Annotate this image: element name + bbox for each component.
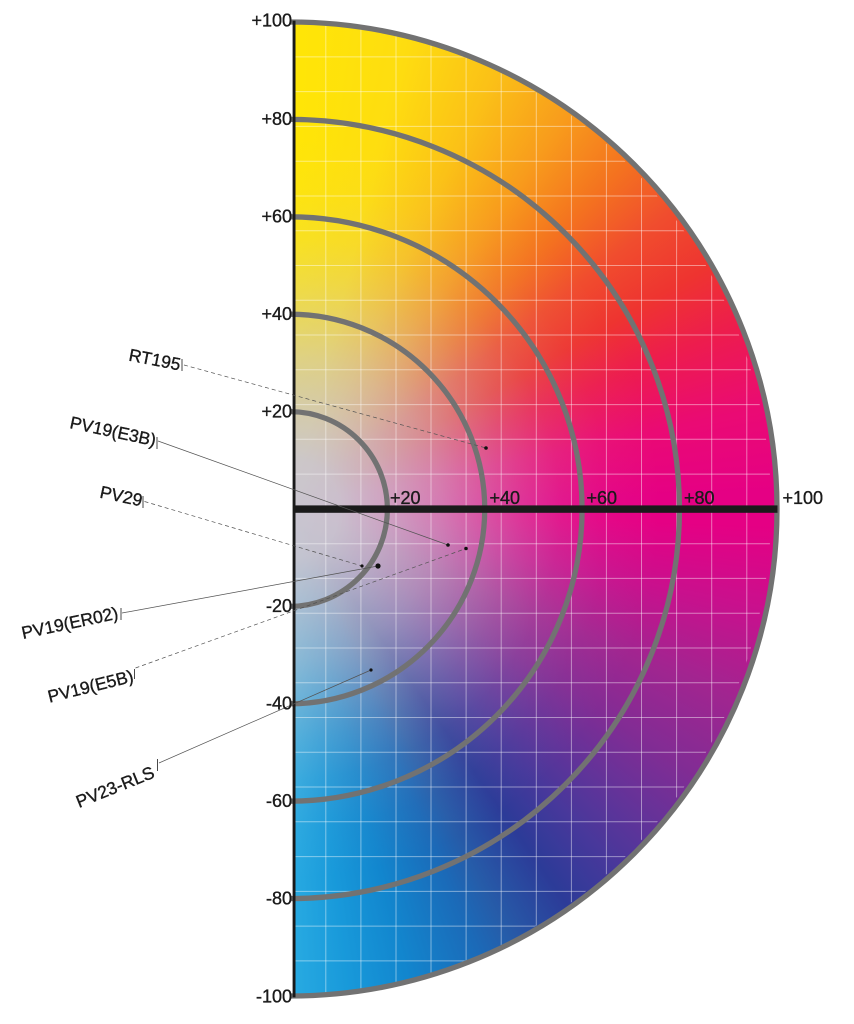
svg-text:-20: -20	[266, 596, 292, 616]
svg-text:+100: +100	[251, 11, 292, 31]
svg-text:-80: -80	[266, 888, 292, 908]
svg-text:+80: +80	[261, 109, 292, 129]
svg-text:+60: +60	[587, 488, 618, 508]
svg-text:RT195: RT195	[127, 345, 182, 375]
svg-text:PV19(E5B): PV19(E5B)	[46, 666, 136, 707]
svg-text:+60: +60	[261, 207, 292, 227]
svg-text:+40: +40	[261, 304, 292, 324]
svg-text:PV19(ER02): PV19(ER02)	[20, 603, 120, 643]
svg-text:PV29: PV29	[98, 482, 144, 510]
svg-text:PV23-RLS: PV23-RLS	[73, 762, 157, 812]
svg-text:-40: -40	[266, 694, 292, 714]
svg-text:-60: -60	[266, 791, 292, 811]
svg-text:+80: +80	[684, 488, 715, 508]
svg-text:+20: +20	[261, 401, 292, 421]
svg-text:+100: +100	[783, 488, 824, 508]
svg-text:+20: +20	[390, 488, 421, 508]
svg-text:+40: +40	[490, 488, 521, 508]
svg-text:PV19(E3B): PV19(E3B)	[68, 412, 158, 450]
svg-text:-100: -100	[256, 987, 292, 1007]
